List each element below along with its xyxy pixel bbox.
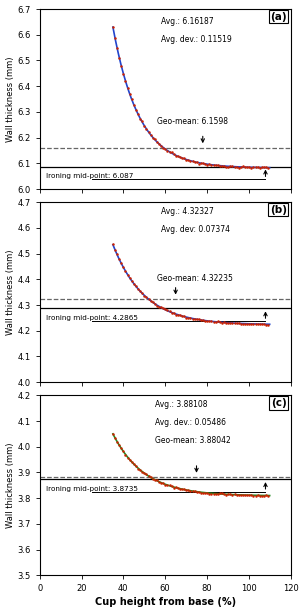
Y-axis label: Wall thickness (mm): Wall thickness (mm) xyxy=(5,56,15,142)
Text: Ironing mid-point: 3.8735: Ironing mid-point: 3.8735 xyxy=(46,485,138,492)
Text: (c): (c) xyxy=(271,398,287,408)
X-axis label: Cup height from base (%): Cup height from base (%) xyxy=(95,598,236,607)
Text: Avg. dev.: 0.05486: Avg. dev.: 0.05486 xyxy=(155,419,226,427)
Text: (a): (a) xyxy=(270,12,287,21)
Text: Avg. dev: 0.07374: Avg. dev: 0.07374 xyxy=(161,226,230,234)
Y-axis label: Wall thickness (mm): Wall thickness (mm) xyxy=(6,249,15,335)
Text: Avg. dev.: 0.11519: Avg. dev.: 0.11519 xyxy=(161,35,232,44)
Text: Geo-mean: 6.1598: Geo-mean: 6.1598 xyxy=(157,117,228,126)
Text: Avg.: 3.88108: Avg.: 3.88108 xyxy=(155,400,207,409)
Text: Geo-mean: 3.88042: Geo-mean: 3.88042 xyxy=(155,436,230,446)
Text: Ironing mid-point: 6.087: Ironing mid-point: 6.087 xyxy=(46,173,133,179)
Text: (b): (b) xyxy=(270,205,287,215)
Y-axis label: Wall thickness (mm): Wall thickness (mm) xyxy=(5,443,15,528)
Text: Avg.: 6.16187: Avg.: 6.16187 xyxy=(161,17,214,26)
Text: Ironing mid-point: 4.2865: Ironing mid-point: 4.2865 xyxy=(46,315,138,321)
Text: Avg.: 4.32327: Avg.: 4.32327 xyxy=(161,207,214,216)
Text: Geo-mean: 4.32235: Geo-mean: 4.32235 xyxy=(157,274,233,283)
